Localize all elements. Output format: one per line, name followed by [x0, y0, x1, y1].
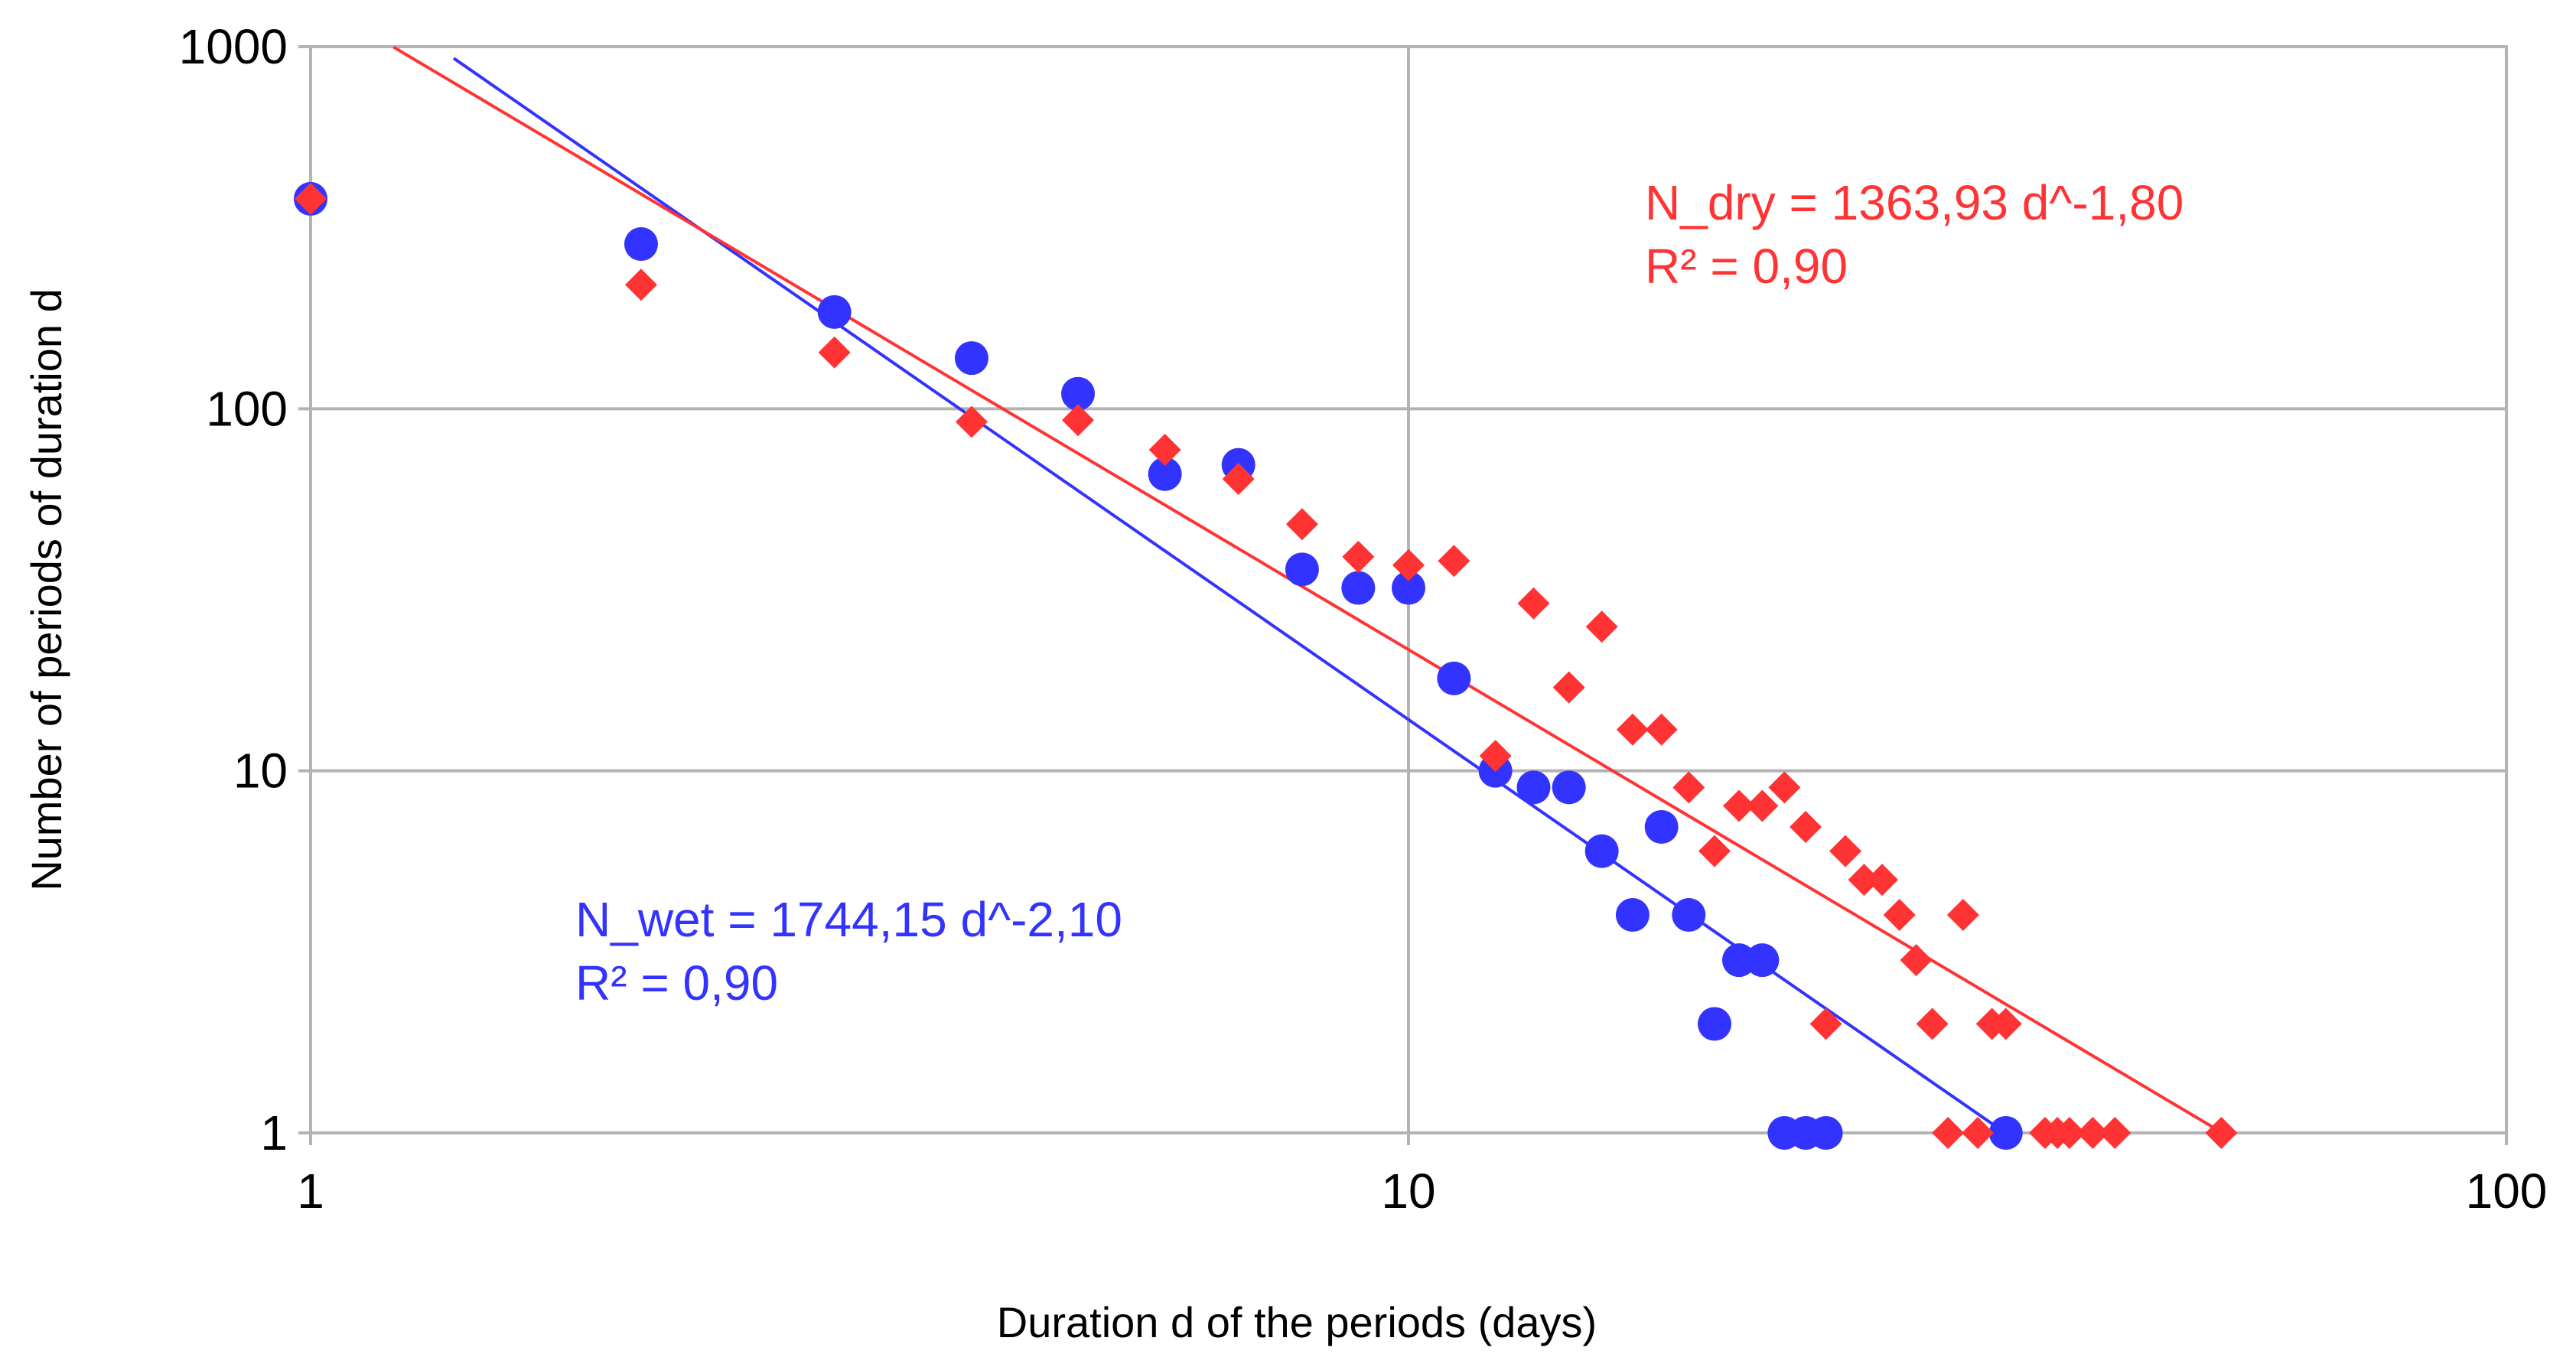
wet-data-point: [1721, 943, 1756, 978]
dry-data-point: [1148, 434, 1181, 467]
tick-labels: 1 10 100 1 10 100 1000: [179, 19, 2548, 1219]
plot-area-frame: [309, 45, 2508, 1134]
dry-data-point: [1616, 713, 1649, 746]
dry-data-point: [1946, 899, 1979, 932]
wet-data-point: [1392, 571, 1425, 605]
wet-data-point: [1437, 661, 1471, 695]
y-tick-label: 1: [260, 1105, 288, 1160]
wet-data-point: [1148, 457, 1182, 491]
dry-data-point: [2076, 1117, 2109, 1149]
dry-data-point: [1989, 1007, 2022, 1040]
dry-data-point: [1222, 463, 1255, 496]
y-tick-label: 1000: [179, 19, 288, 74]
dry-data-point: [1962, 1117, 1995, 1149]
x-tick-label: 10: [1381, 1164, 1435, 1219]
wet-equation-label: N_wet = 1744,15 d^-2,10: [575, 892, 1122, 947]
wet-data-point: [817, 295, 852, 329]
dry-data-point: [1585, 610, 1618, 643]
dry-data-point: [1672, 771, 1705, 804]
dry-data-point: [1517, 587, 1550, 620]
wet-data-point: [1745, 943, 1780, 978]
dry-data-point: [1932, 1117, 1965, 1149]
wet-data-point: [1584, 834, 1619, 868]
dry-data-point: [1916, 1007, 1949, 1040]
dry-data-point: [1722, 789, 1755, 822]
dry-data-point: [1392, 548, 1425, 581]
wet-data-point: [1341, 571, 1376, 605]
x-tick-label: 1: [297, 1164, 324, 1219]
wet-data-point: [1644, 809, 1679, 844]
dry-data-point: [1883, 899, 1916, 932]
wet-data-point: [1552, 770, 1586, 805]
dry-data-point: [1809, 1007, 1842, 1040]
dry-data-point: [1746, 789, 1779, 822]
dry-data-point: [2099, 1117, 2131, 1149]
dry-data-point: [1866, 864, 1899, 897]
dry-data-point: [1285, 508, 1318, 541]
dry-data-point: [1552, 671, 1585, 704]
y-tick-label: 10: [233, 744, 288, 799]
dry-data-point: [818, 336, 851, 369]
data-points: [294, 181, 2238, 1150]
x-axis-title: Duration d of the periods (days): [997, 1298, 1597, 1346]
wet-data-point: [1988, 1116, 2023, 1150]
dry-data-point: [1790, 810, 1822, 843]
dry-data-point: [295, 182, 327, 215]
dry-data-point: [1645, 713, 1678, 746]
wet-data-point: [954, 341, 988, 376]
dry-data-point: [955, 405, 988, 438]
dry-data-point: [624, 269, 657, 301]
wet-data-point: [1061, 376, 1096, 411]
dry-data-point: [2053, 1117, 2086, 1149]
wet-data-point: [1809, 1116, 1843, 1150]
wet-data-point: [1285, 552, 1319, 587]
wet-r2-label: R² = 0,90: [575, 955, 778, 1011]
wet-data-point: [1615, 898, 1649, 932]
wet-data-point: [624, 227, 658, 262]
dry-data-point: [1848, 864, 1881, 897]
wet-data-point: [1672, 898, 1706, 932]
dry-data-point: [1479, 740, 1512, 773]
dry-data-point: [1062, 404, 1095, 437]
y-tick-label: 100: [206, 381, 288, 436]
dry-data-point: [1768, 771, 1801, 804]
dry-data-point: [1698, 835, 1731, 867]
dry-data-point: [1829, 835, 1862, 867]
x-tick-label: 100: [2466, 1164, 2548, 1219]
dry-equation-label: N_dry = 1363,93 d^-1,80: [1645, 175, 2184, 230]
dry-r2-label: R² = 0,90: [1645, 239, 1848, 294]
dry-data-point: [1342, 540, 1375, 573]
wet-data-point: [1516, 770, 1551, 805]
dry-data-point: [2205, 1117, 2238, 1149]
dry-data-point: [1438, 545, 1470, 578]
dry-data-point: [1900, 944, 1933, 977]
wet-data-point: [1698, 1007, 1732, 1041]
y-axis-title: Number of periods of duration d: [22, 288, 70, 891]
